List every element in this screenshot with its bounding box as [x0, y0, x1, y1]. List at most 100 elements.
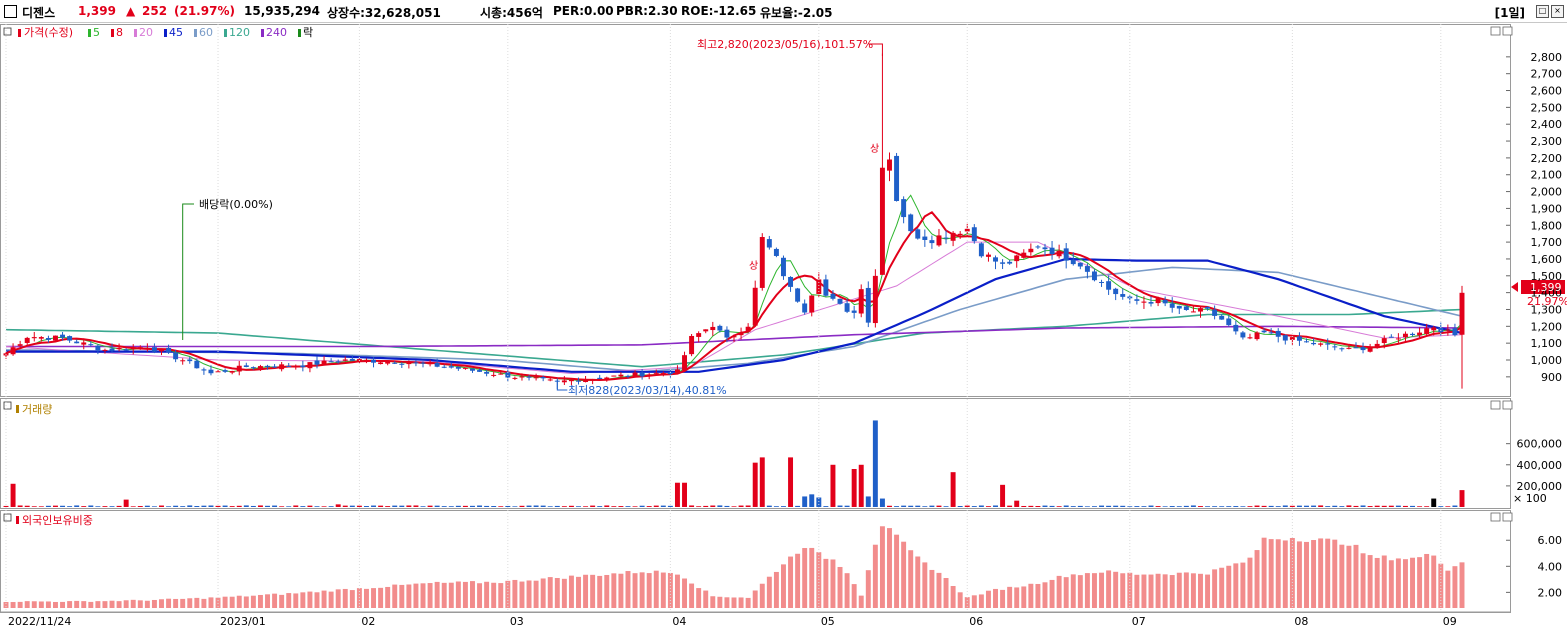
- date-tick-label: 06: [969, 615, 983, 628]
- candle-body: [222, 370, 228, 372]
- foreign-ratio-bar: [1381, 555, 1387, 608]
- candle-body: [717, 325, 723, 331]
- foreign-ratio-bar: [540, 578, 546, 608]
- foreign-ratio-bar: [130, 599, 136, 608]
- panel-frame: [0, 24, 1511, 397]
- candle-body: [1254, 332, 1260, 340]
- volume-bar: [1084, 506, 1090, 507]
- candle-body: [519, 376, 525, 378]
- candle-body: [413, 362, 419, 364]
- volume-bar: [491, 506, 497, 507]
- select-checkbox[interactable]: [4, 5, 17, 18]
- candle-body: [759, 237, 765, 288]
- foreign-ratio-bar: [250, 595, 256, 608]
- volume-bar: [1134, 506, 1140, 507]
- volume-bar: [1099, 505, 1105, 507]
- candle-body: [1077, 262, 1083, 267]
- maximize-icon[interactable]: □: [1536, 5, 1549, 18]
- volume-bar: [257, 505, 263, 507]
- dividend-pointer: [182, 203, 194, 340]
- date-tick-label: 05: [821, 615, 835, 628]
- foreign-ratio-bar: [95, 601, 101, 608]
- candle-body: [1452, 328, 1458, 336]
- candle-body: [1311, 342, 1317, 345]
- candle-body: [682, 355, 687, 371]
- foreign-ratio-bar: [321, 590, 327, 608]
- candle-body: [674, 369, 680, 373]
- volume-bar: [1452, 505, 1458, 507]
- volume-bar: [781, 506, 786, 507]
- candle-body: [243, 365, 249, 368]
- candle-body: [1063, 248, 1069, 261]
- candle-body: [1346, 347, 1352, 349]
- legend-ex-swatch: [298, 29, 301, 37]
- volume-tick-label: 400,000: [1517, 459, 1563, 472]
- foreign-ratio-bar: [81, 601, 87, 608]
- foreign-ratio-bar: [385, 586, 391, 608]
- volume-bar: [1261, 505, 1267, 507]
- candle-body: [604, 377, 610, 381]
- foreign-ratio-bar: [307, 591, 313, 608]
- foreign-panel-title: 외국인보유비중: [22, 514, 93, 527]
- foreign-ratio-bar: [1254, 550, 1260, 608]
- period-selector[interactable]: [1일]: [1494, 6, 1525, 20]
- volume-bar: [703, 505, 709, 507]
- volume-bar: [625, 506, 631, 507]
- price-tick-label: 2,100: [1531, 169, 1563, 182]
- candle-body: [307, 362, 313, 369]
- volume-bar: [31, 506, 37, 507]
- volume-bar: [766, 505, 772, 507]
- candle-body: [1395, 338, 1401, 340]
- volume-bar: [385, 506, 391, 507]
- foreign-ratio-bar: [335, 589, 341, 608]
- foreign-ratio-bar: [682, 578, 687, 608]
- foreign-ratio-bar: [1360, 553, 1366, 608]
- foreign-ratio-bar: [1332, 539, 1338, 608]
- candle-body: [236, 365, 242, 372]
- last-price-tag: [1521, 280, 1565, 294]
- ma120-line: [5, 308, 1463, 368]
- foreign-ratio-bar: [1120, 573, 1126, 608]
- foreign-ratio-bar: [137, 600, 143, 608]
- foreign-ratio-bar: [371, 588, 377, 608]
- volume-bar: [448, 506, 454, 507]
- candle-body: [279, 364, 285, 370]
- candle-body: [1014, 255, 1020, 262]
- volume-bar: [1014, 500, 1020, 507]
- foreign-ratio-bar: [1063, 577, 1069, 608]
- candle-body: [300, 365, 306, 368]
- candle-body: [766, 239, 772, 248]
- foreign-ratio-bar: [943, 578, 949, 608]
- panel-frame: [0, 398, 1511, 509]
- volume-bar: [470, 505, 475, 507]
- foreign-ratio-bar: [151, 599, 157, 608]
- candle-body: [547, 379, 553, 381]
- candle-body: [342, 359, 348, 361]
- volume-bar: [17, 505, 23, 507]
- volume-bar: [540, 505, 546, 507]
- date-tick-label: 07: [1132, 615, 1146, 628]
- candle-body: [781, 257, 786, 277]
- volume-bar: [667, 505, 673, 507]
- candle-body: [1247, 337, 1253, 339]
- low-annotation: 최저828(2023/03/14),40.81%: [568, 384, 727, 397]
- price-tick-label: 1,100: [1531, 337, 1563, 350]
- candle-body: [1332, 346, 1338, 348]
- candle-body: [1141, 301, 1147, 303]
- date-tick-label: 2022/11/24: [8, 615, 71, 628]
- volume-bar: [519, 505, 525, 507]
- foreign-ratio-bar: [738, 597, 744, 608]
- candle-body: [102, 349, 108, 351]
- volume-bar: [455, 505, 461, 507]
- foreign-ratio-bar: [766, 576, 772, 608]
- volume-bar: [1296, 505, 1302, 507]
- candle-body: [526, 376, 532, 378]
- close-icon[interactable]: ×: [1551, 5, 1564, 18]
- foreign-ratio-bar: [653, 570, 659, 608]
- foreign-ratio-bar: [597, 575, 603, 608]
- volume-bar: [717, 505, 723, 507]
- candle-body: [385, 361, 391, 364]
- foreign-ratio-bar: [519, 581, 525, 608]
- volume-bar: [1254, 505, 1260, 507]
- legend-ma-swatch: [224, 29, 227, 37]
